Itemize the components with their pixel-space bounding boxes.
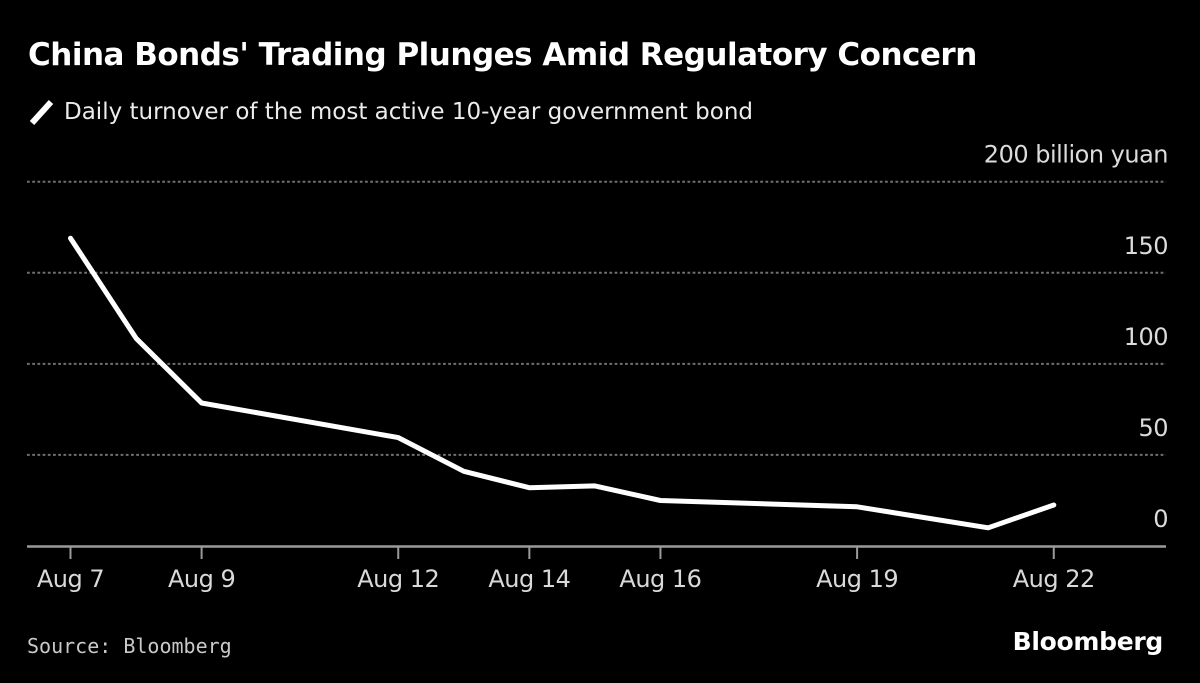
y-tick-label: 50 xyxy=(1138,414,1168,442)
bloomberg-logo: Bloomberg xyxy=(1012,627,1164,656)
y-tick-label: 150 xyxy=(1124,232,1168,260)
chart-legend: Daily turnover of the most active 10-yea… xyxy=(28,99,753,126)
data-line xyxy=(68,235,1057,531)
x-tick-label: Aug 12 xyxy=(357,565,439,593)
x-tick-label: Aug 7 xyxy=(37,565,104,593)
source-note: Source: Bloomberg xyxy=(27,634,232,658)
line-series-icon xyxy=(29,99,54,126)
y-tick-label: 100 xyxy=(1124,323,1168,351)
chart-title: China Bonds' Trading Plunges Amid Regula… xyxy=(28,37,977,73)
y-tick-label: 200 billion yuan xyxy=(984,141,1168,169)
x-tick-label: Aug 9 xyxy=(168,565,235,593)
legend-label: Daily turnover of the most active 10-yea… xyxy=(64,99,754,125)
y-tick-label: 0 xyxy=(1153,505,1168,533)
x-tick-label: Aug 22 xyxy=(1013,565,1095,593)
x-tick-label: Aug 16 xyxy=(619,565,701,593)
x-tick-label: Aug 19 xyxy=(816,565,898,593)
x-tick-label: Aug 14 xyxy=(488,565,570,593)
